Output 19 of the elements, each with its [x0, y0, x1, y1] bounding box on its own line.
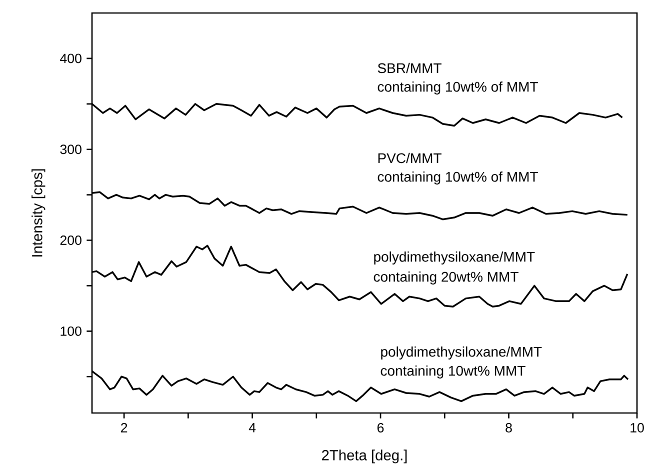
x-tick-label: 4	[248, 423, 256, 432]
annotation: containing 10wt% MMT	[380, 365, 526, 379]
annotation: containing 20wt% MMT	[374, 271, 518, 285]
annotation: SBR/MMT	[378, 62, 442, 74]
annotation: polydimethysiloxane/MMT	[381, 346, 542, 360]
x-axis-title: 2Theta [deg.]	[322, 450, 407, 464]
x-tick-label: 2	[121, 423, 128, 432]
y-axis-title: Intensity [cps]	[32, 169, 46, 256]
annotation: polydimethysiloxane/MMT	[374, 251, 535, 265]
x-tick-label: 10	[630, 423, 644, 432]
y-tick-label: 400	[60, 54, 82, 64]
x-tick-label: 6	[377, 423, 384, 432]
x-tick-label: 8	[506, 423, 512, 432]
y-tick-label: 300	[60, 144, 82, 154]
y-tick-label: 200	[60, 236, 82, 245]
annotation: containing 10wt% of MMT	[378, 81, 538, 95]
y-tick-label: 100	[60, 326, 82, 336]
annotation: containing 10wt% of MMT	[378, 171, 538, 185]
annotation: PVC/MMT	[378, 152, 442, 164]
